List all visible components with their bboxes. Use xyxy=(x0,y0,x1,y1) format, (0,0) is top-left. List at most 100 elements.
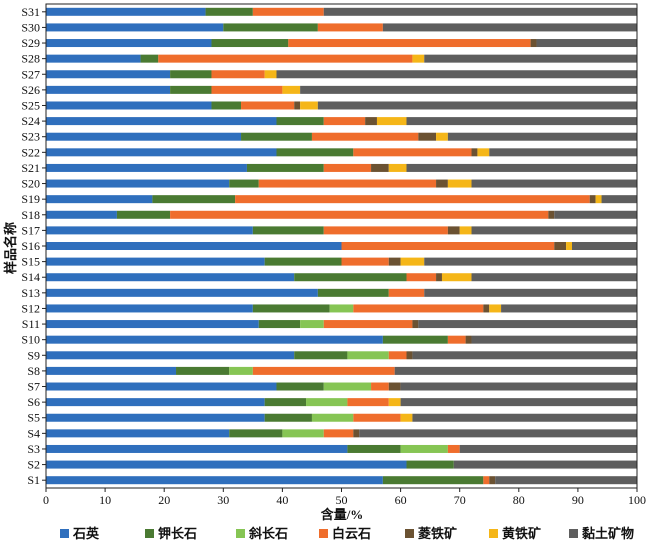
bar-segment-s31 xyxy=(323,7,637,16)
bar-segment-s23 xyxy=(311,132,419,141)
bar-segment-s16 xyxy=(46,242,342,250)
bar-segment-s4 xyxy=(46,429,230,438)
bar-segment-s5 xyxy=(353,413,401,422)
y-tick-label: S4 xyxy=(27,426,40,440)
legend-swatch xyxy=(569,529,578,538)
bar-segment-s18 xyxy=(548,210,555,219)
bar-segment-s29 xyxy=(530,39,537,48)
bar-segment-s6 xyxy=(400,398,637,407)
bar-segment-s8 xyxy=(176,366,230,375)
bar-segment-s16 xyxy=(554,242,567,250)
bar-segment-s13 xyxy=(388,288,425,297)
bar-segment-s2 xyxy=(406,460,454,469)
bar-segment-s11 xyxy=(412,320,419,329)
bar-segment-s8 xyxy=(252,366,395,375)
bar-segment-s11 xyxy=(323,320,413,329)
bar-segment-s3 xyxy=(447,444,460,453)
bar-segment-s29 xyxy=(211,39,289,48)
bar-segment-s9 xyxy=(412,351,637,360)
y-tick-label: S1 xyxy=(27,473,40,487)
bar-segment-s7 xyxy=(276,382,324,391)
y-tick-label: S22 xyxy=(21,145,40,159)
y-tick-label: S19 xyxy=(21,192,40,206)
bar-segment-s13 xyxy=(424,288,637,297)
bar-segment-s7 xyxy=(323,382,372,391)
bar-segment-s20 xyxy=(447,179,472,188)
legend-label: 黏土矿物 xyxy=(582,526,634,541)
x-axis-title: 含量/% xyxy=(320,507,364,522)
bar-segment-s15 xyxy=(341,257,389,266)
y-tick-label: S9 xyxy=(27,348,40,362)
bar-segment-s5 xyxy=(311,413,354,422)
legend-label: 黄铁矿 xyxy=(502,526,541,541)
bar-segment-s21 xyxy=(371,163,389,172)
bar-segment-s16 xyxy=(566,242,572,250)
legend-swatch xyxy=(319,529,328,538)
y-tick-label: S20 xyxy=(21,177,40,191)
bar-segment-s24 xyxy=(376,117,407,126)
bar-segment-s4 xyxy=(323,429,354,438)
bar-segment-s26 xyxy=(170,85,212,94)
bar-segment-s4 xyxy=(359,429,637,438)
y-tick-label: S17 xyxy=(21,223,40,237)
bar-segment-s20 xyxy=(229,179,259,188)
bar-segment-s12 xyxy=(252,304,330,313)
bar-segment-s14 xyxy=(471,273,637,282)
bar-segment-s31 xyxy=(252,7,324,16)
bar-segment-s12 xyxy=(483,304,490,313)
bar-segment-s22 xyxy=(46,148,277,157)
bar-segment-s22 xyxy=(489,148,637,157)
y-tick-label: S28 xyxy=(21,52,40,66)
bar-segment-s25 xyxy=(241,101,295,110)
bar-segment-s19 xyxy=(595,195,602,204)
bar-segment-s27 xyxy=(276,70,637,79)
bar-segment-s19 xyxy=(235,195,590,204)
bar-segment-s1 xyxy=(489,476,496,485)
bar-segment-s24 xyxy=(276,117,324,126)
legend-label: 菱铁矿 xyxy=(418,526,457,541)
bar-segment-s27 xyxy=(211,70,265,79)
bar-segment-s22 xyxy=(353,148,472,157)
bar-segment-s3 xyxy=(347,444,401,453)
bar-segment-s17 xyxy=(252,226,324,235)
bar-segment-s23 xyxy=(436,132,448,141)
bar-segment-s4 xyxy=(229,429,283,438)
bar-segment-s6 xyxy=(306,398,348,407)
y-tick-label: S2 xyxy=(27,458,40,472)
bar-segment-s25 xyxy=(46,101,212,110)
bar-segment-s11 xyxy=(300,320,324,329)
bar-segment-s7 xyxy=(46,382,277,391)
bar-segment-s18 xyxy=(116,210,171,219)
y-tick-label: S16 xyxy=(21,239,40,253)
bar-segment-s30 xyxy=(46,23,224,32)
bar-segment-s14 xyxy=(406,273,437,282)
bar-segment-s12 xyxy=(353,304,484,313)
bar-segment-s26 xyxy=(300,85,637,94)
bar-segment-s25 xyxy=(317,101,637,110)
x-tick-label: 10 xyxy=(99,493,111,507)
y-axis-title: 样品名称 xyxy=(3,222,18,274)
y-tick-label: S14 xyxy=(21,270,40,284)
bar-segment-s5 xyxy=(264,413,312,422)
bar-segment-s20 xyxy=(436,179,448,188)
bar-segment-s21 xyxy=(246,163,324,172)
bar-segment-s19 xyxy=(46,195,153,204)
bar-segment-s25 xyxy=(300,101,318,110)
bar-segment-s25 xyxy=(211,101,242,110)
bar-segment-s14 xyxy=(294,273,407,282)
bars-layer xyxy=(46,7,637,485)
bar-segment-s3 xyxy=(400,444,448,453)
bar-segment-s24 xyxy=(46,117,277,126)
bar-segment-s17 xyxy=(323,226,448,235)
bar-segment-s28 xyxy=(46,54,141,63)
bar-segment-s10 xyxy=(46,335,383,344)
bar-segment-s3 xyxy=(46,444,348,453)
bar-segment-s9 xyxy=(46,351,295,360)
y-tick-label: S18 xyxy=(21,208,40,222)
y-tick-label: S11 xyxy=(22,317,40,331)
bar-segment-s28 xyxy=(412,54,425,63)
bar-segment-s1 xyxy=(483,476,490,485)
bar-segment-s23 xyxy=(418,132,437,141)
bar-segment-s8 xyxy=(394,366,637,375)
